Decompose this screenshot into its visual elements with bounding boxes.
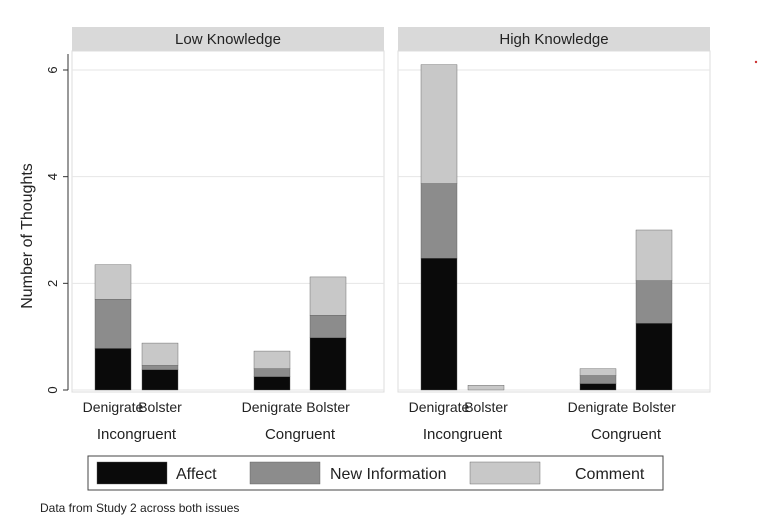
- bar-segment-new-information: [635, 280, 673, 324]
- bar-segment-comment: [253, 350, 291, 369]
- bar-segment-affect: [141, 369, 179, 391]
- group-label: Incongruent: [97, 426, 177, 443]
- bar-segment-new-information: [420, 183, 458, 259]
- group-label: Congruent: [265, 426, 336, 443]
- y-axis: 0 2 4 6: [45, 54, 69, 394]
- bar-segment-affect: [253, 376, 291, 391]
- legend-label: Affect: [176, 466, 217, 483]
- bar-segment-new-information: [94, 299, 132, 349]
- panel-title: Low Knowledge: [175, 31, 281, 48]
- bar-label: Bolster: [464, 399, 508, 415]
- legend-swatch: [249, 461, 321, 485]
- y-tick-label: 4: [45, 173, 60, 180]
- bar-label: Denigrate: [242, 399, 303, 415]
- bar-label: Denigrate: [83, 399, 144, 415]
- bar-segment-affect: [579, 383, 617, 391]
- panels: Low KnowledgeDenigrateBolsterIncongruent…: [45, 27, 758, 443]
- bar-segment-comment: [467, 385, 505, 391]
- panel-strip: [72, 27, 384, 51]
- bar-segment-affect: [420, 258, 458, 391]
- y-tick-label: 6: [45, 66, 60, 73]
- legend-label: Comment: [575, 466, 645, 483]
- bar-segment-comment: [309, 276, 347, 316]
- legend: Affect New Information Comment: [87, 455, 664, 491]
- bar-label: Bolster: [632, 399, 676, 415]
- group-label: Incongruent: [423, 426, 503, 443]
- bar-segment-new-information: [141, 365, 179, 370]
- bar-label: Bolster: [306, 399, 350, 415]
- group-label: Congruent: [591, 426, 662, 443]
- bar-segment-affect: [94, 348, 132, 391]
- y-axis-label: Number of Thoughts: [19, 163, 36, 309]
- bar-segment-comment: [94, 264, 132, 300]
- chart-note: Data from Study 2 across both issues: [40, 501, 239, 515]
- y-tick-label: 2: [45, 280, 60, 287]
- bar-segment-new-information: [579, 375, 617, 384]
- bar-segment-comment: [420, 64, 458, 184]
- y-tick-label: 0: [45, 386, 60, 393]
- bar-segment-comment: [579, 368, 617, 376]
- bar-label: Denigrate: [568, 399, 629, 415]
- bar-segment-new-information: [253, 368, 291, 377]
- bar-segment-comment: [635, 229, 673, 281]
- bar-label: Bolster: [138, 399, 182, 415]
- panel-high-knowledge: High KnowledgeDenigrateBolsterIncongruen…: [397, 27, 711, 443]
- legend-label: New Information: [330, 466, 447, 483]
- marker-dot: [754, 60, 758, 64]
- bar-label: Denigrate: [409, 399, 470, 415]
- bar-segment-affect: [635, 323, 673, 391]
- legend-swatch: [96, 461, 168, 485]
- panel-title: High Knowledge: [499, 31, 608, 48]
- panel-low-knowledge: Low KnowledgeDenigrateBolsterIncongruent…: [71, 27, 385, 443]
- panel-strip: [398, 27, 710, 51]
- bar-segment-comment: [141, 342, 179, 366]
- legend-swatch: [469, 461, 541, 485]
- bar-segment-affect: [309, 337, 347, 391]
- legend-box: [87, 455, 664, 491]
- bar-segment-new-information: [309, 315, 347, 338]
